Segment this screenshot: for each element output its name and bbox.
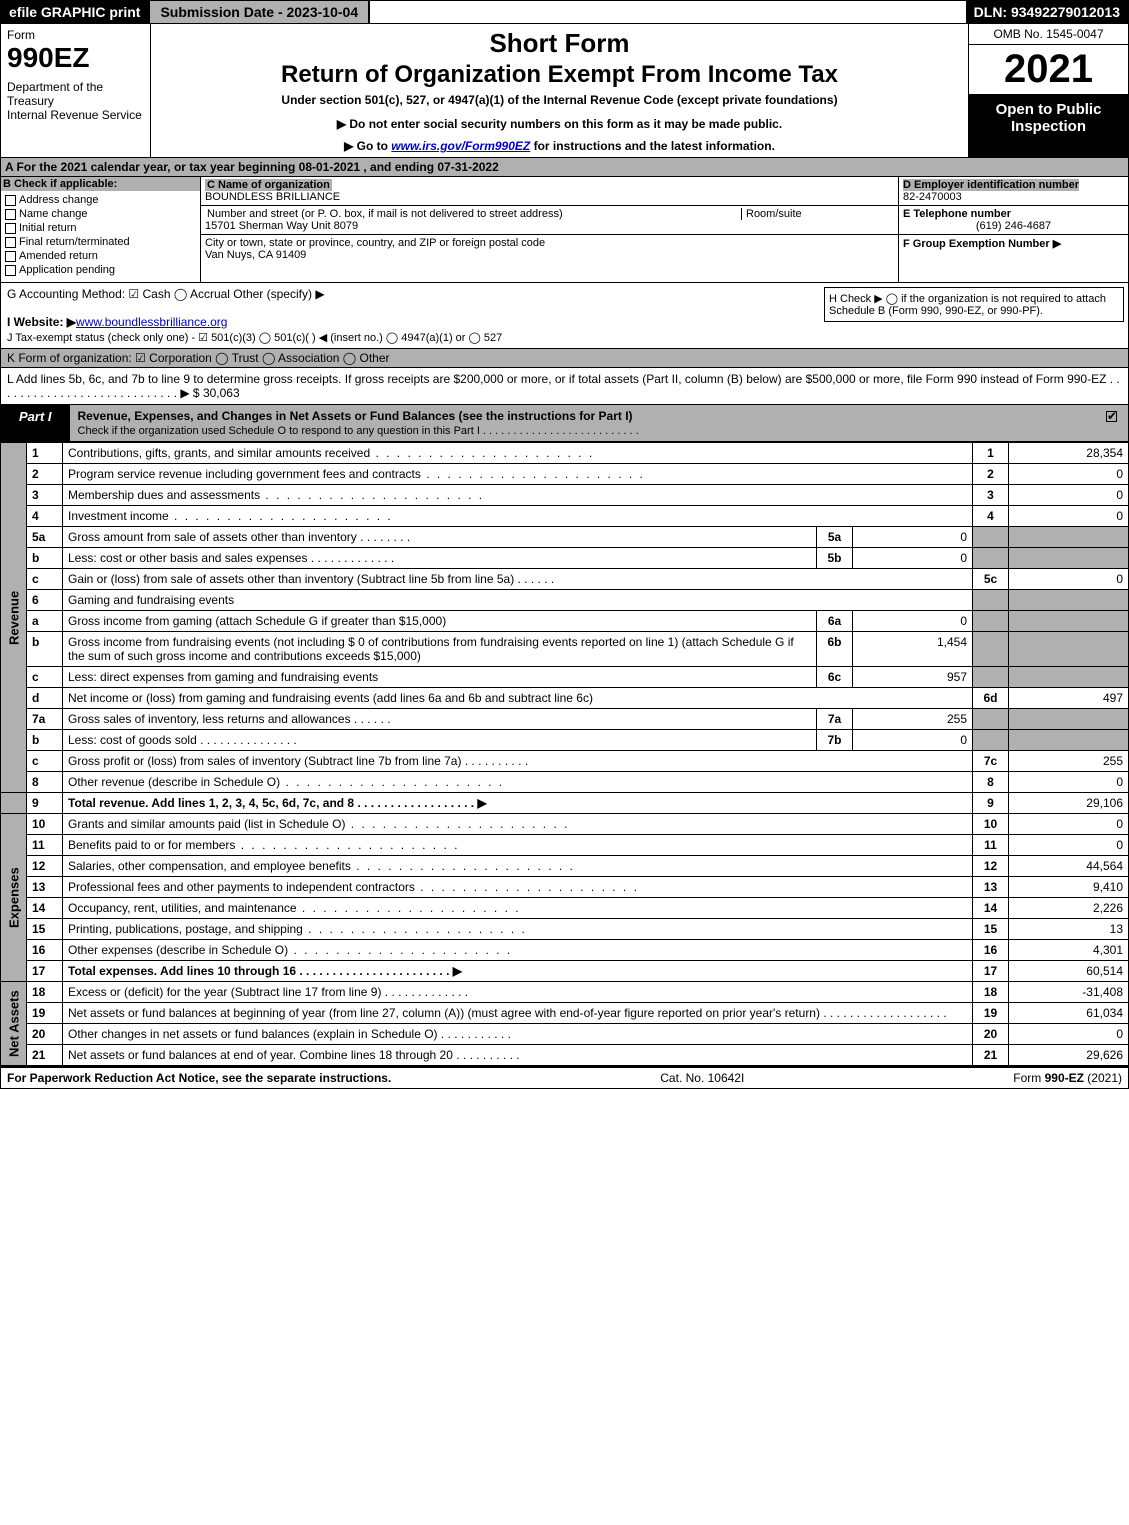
side-revenue: Revenue bbox=[1, 443, 27, 793]
tax-year: 2021 bbox=[969, 45, 1128, 95]
b-head: B Check if applicable: bbox=[1, 177, 200, 191]
form-header: Form 990EZ Department of the Treasury In… bbox=[0, 24, 1129, 158]
part-i-schedule-o-check[interactable] bbox=[1098, 405, 1128, 441]
irs-link-note: ▶ Go to www.irs.gov/Form990EZ for instru… bbox=[159, 139, 960, 153]
department: Department of the Treasury Internal Reve… bbox=[7, 80, 144, 122]
header-left: Form 990EZ Department of the Treasury In… bbox=[1, 24, 151, 157]
city-head: City or town, state or province, country… bbox=[205, 237, 545, 249]
dln-number: DLN: 93492279012013 bbox=[966, 1, 1128, 23]
form-number: 990EZ bbox=[7, 42, 144, 74]
street-row: Number and street (or P. O. box, if mail… bbox=[201, 206, 898, 235]
header-center: Short Form Return of Organization Exempt… bbox=[151, 24, 968, 157]
part-i-header: Part I Revenue, Expenses, and Changes in… bbox=[0, 405, 1129, 442]
line-a-tax-year: A For the 2021 calendar year, or tax yea… bbox=[0, 158, 1129, 177]
irs-link[interactable]: www.irs.gov/Form990EZ bbox=[391, 139, 530, 153]
col-b-checkboxes: B Check if applicable: Address change Na… bbox=[1, 177, 201, 282]
side-net-assets: Net Assets bbox=[1, 982, 27, 1066]
f-head: F Group Exemption Number ▶ bbox=[903, 238, 1061, 250]
short-form-title: Short Form bbox=[159, 28, 960, 59]
line-h-schedule-b: H Check ▶ ◯ if the organization is not r… bbox=[824, 287, 1124, 322]
cb-address-change[interactable]: Address change bbox=[5, 194, 196, 206]
e-head: E Telephone number bbox=[903, 208, 1011, 220]
col-def: D Employer identification number 82-2470… bbox=[898, 177, 1128, 282]
cb-application-pending[interactable]: Application pending bbox=[5, 264, 196, 276]
org-name: BOUNDLESS BRILLIANCE bbox=[205, 191, 340, 203]
c-head: C Name of organization bbox=[205, 179, 332, 191]
form-label: Form bbox=[7, 28, 144, 42]
city-state-zip: Van Nuys, CA 91409 bbox=[205, 249, 306, 261]
catalog-number: Cat. No. 10642I bbox=[660, 1071, 744, 1085]
efile-print[interactable]: efile GRAPHIC print bbox=[1, 1, 148, 23]
line-k-org-form: K Form of organization: ☑ Corporation ◯ … bbox=[0, 349, 1129, 368]
org-name-row: C Name of organization BOUNDLESS BRILLIA… bbox=[201, 177, 898, 206]
top-bar: efile GRAPHIC print Submission Date - 20… bbox=[0, 0, 1129, 24]
f-group-exemption: F Group Exemption Number ▶ bbox=[899, 235, 1128, 252]
page-footer: For Paperwork Reduction Act Notice, see … bbox=[0, 1066, 1129, 1089]
omb-number: OMB No. 1545-0047 bbox=[969, 24, 1128, 45]
d-ein: D Employer identification number 82-2470… bbox=[899, 177, 1128, 206]
ein-value: 82-2470003 bbox=[903, 191, 962, 203]
line-l-gross-receipts: L Add lines 5b, 6c, and 7b to line 9 to … bbox=[0, 368, 1129, 405]
phone-value: (619) 246-4687 bbox=[903, 220, 1124, 232]
total-revenue: 29,106 bbox=[1009, 793, 1129, 814]
side-expenses: Expenses bbox=[1, 814, 27, 982]
col-c-name-address: C Name of organization BOUNDLESS BRILLIA… bbox=[201, 177, 898, 282]
cb-initial-return[interactable]: Initial return bbox=[5, 222, 196, 234]
return-title: Return of Organization Exempt From Incom… bbox=[159, 61, 960, 89]
rows-g-to-j: G Accounting Method: ☑ Cash ◯ Accrual Ot… bbox=[0, 283, 1129, 349]
cb-name-change[interactable]: Name change bbox=[5, 208, 196, 220]
open-inspection: Open to Public Inspection bbox=[969, 95, 1128, 157]
paperwork-notice: For Paperwork Reduction Act Notice, see … bbox=[7, 1071, 391, 1085]
info-grid: B Check if applicable: Address change Na… bbox=[0, 177, 1129, 283]
net-assets-end: 29,626 bbox=[1009, 1045, 1129, 1066]
header-right: OMB No. 1545-0047 2021 Open to Public In… bbox=[968, 24, 1128, 157]
d-head: D Employer identification number bbox=[903, 179, 1079, 191]
addr-head: Number and street (or P. O. box, if mail… bbox=[205, 208, 565, 220]
ssn-warning: ▶ Do not enter social security numbers o… bbox=[159, 117, 960, 131]
website-link[interactable]: www.boundlessbrilliance.org bbox=[76, 315, 227, 329]
room-suite-label: Room/suite bbox=[741, 208, 802, 220]
part-i-tab: Part I bbox=[1, 405, 70, 441]
line-1-value: 28,354 bbox=[1009, 443, 1129, 464]
cb-amended-return[interactable]: Amended return bbox=[5, 250, 196, 262]
under-section: Under section 501(c), 527, or 4947(a)(1)… bbox=[159, 93, 960, 107]
cb-final-return[interactable]: Final return/terminated bbox=[5, 236, 196, 248]
total-expenses: 60,514 bbox=[1009, 961, 1129, 982]
part-i-title: Revenue, Expenses, and Changes in Net As… bbox=[70, 405, 1098, 441]
submission-date: Submission Date - 2023-10-04 bbox=[148, 1, 370, 23]
gross-receipts-value: 30,063 bbox=[203, 386, 240, 400]
street-address: 15701 Sherman Way Unit 8079 bbox=[205, 220, 358, 232]
e-phone: E Telephone number (619) 246-4687 bbox=[899, 206, 1128, 235]
line-1-desc: Contributions, gifts, grants, and simila… bbox=[63, 443, 973, 464]
form-version: Form 990-EZ (2021) bbox=[1013, 1071, 1122, 1085]
part-i-table: Revenue 1 Contributions, gifts, grants, … bbox=[0, 442, 1129, 1066]
city-row: City or town, state or province, country… bbox=[201, 235, 898, 263]
line-j-tax-exempt: J Tax-exempt status (check only one) - ☑… bbox=[7, 331, 1122, 344]
